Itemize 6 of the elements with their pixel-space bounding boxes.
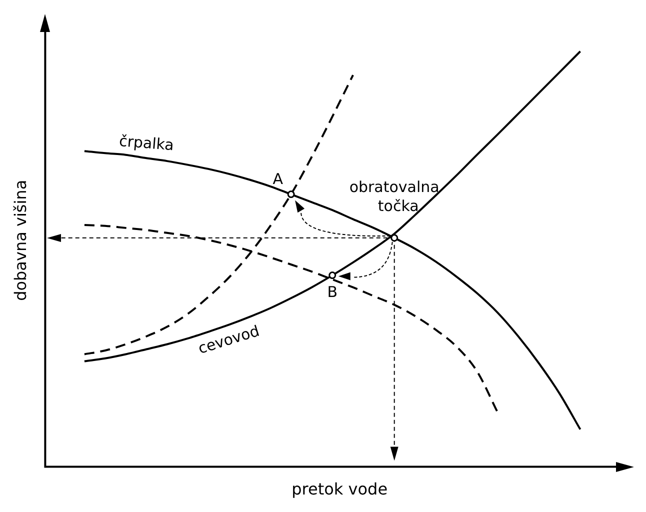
annotation: obratovalna točka [349,178,440,215]
x-axis-title: pretok vode [292,480,388,499]
y-axis-title: dobavna višina [10,180,30,301]
series-label: črpalka [118,132,175,154]
annotation: A [272,170,284,188]
annotation: B [327,283,338,302]
